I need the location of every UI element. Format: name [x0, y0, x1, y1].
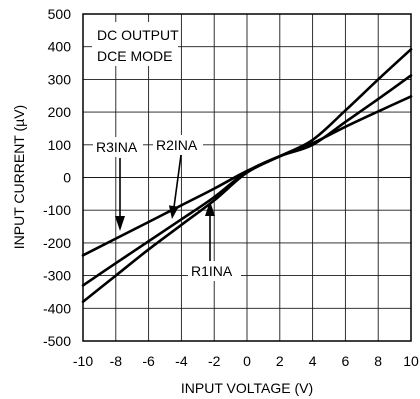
x-tick-label: -10 — [73, 353, 93, 369]
plot-frame — [82, 13, 412, 342]
annotation-line-1: DC OUTPUT — [97, 27, 179, 43]
series-lines — [81, 48, 413, 304]
y-tick-label: 100 — [48, 137, 72, 153]
y-tick-labels: 500 400 300 200 100 0 -100 -200 -300 -400 -500 — [43, 6, 71, 349]
x-tick-label: 4 — [309, 353, 317, 369]
arrow-head — [115, 216, 125, 231]
annotation-background — [92, 22, 178, 66]
series-label-background — [188, 261, 241, 281]
y-tick-label: -100 — [43, 202, 71, 218]
y-tick-label: 0 — [63, 170, 71, 186]
y-tick-label: 400 — [48, 39, 72, 55]
x-tick-labels: -10 -8 -6 -4 -2 0 2 4 6 8 10 — [73, 353, 419, 369]
arrow-head — [205, 201, 215, 216]
series-label-background — [153, 135, 203, 155]
arrow-shaft — [173, 154, 182, 208]
series-label-r3ina-group: R3INA — [93, 137, 143, 231]
y-tick-label: 500 — [48, 6, 72, 22]
x-tick-label: 10 — [403, 353, 419, 369]
series-label-r1ina: R1INA — [191, 263, 233, 279]
y-tick-label: -400 — [43, 300, 71, 316]
series-label-r3ina: R3INA — [96, 139, 138, 155]
x-tick-label: -2 — [208, 353, 221, 369]
series-line-r3ina — [81, 95, 413, 257]
x-tick-label: -8 — [110, 353, 123, 369]
x-tick-label: 2 — [276, 353, 284, 369]
x-tick-label: -6 — [142, 353, 155, 369]
y-axis-title: INPUT CURRENT (µV) — [11, 105, 27, 249]
series-label-r1ina-group: R1INA — [188, 201, 241, 281]
y-tick-label: 300 — [48, 71, 72, 87]
y-tick-label: -200 — [43, 235, 71, 251]
annotation-line-2: DCE MODE — [97, 48, 172, 64]
y-tick-label: -500 — [43, 333, 71, 349]
condition-annotation: DC OUTPUT DCE MODE — [92, 22, 179, 66]
x-tick-label: 6 — [342, 353, 350, 369]
arrow-head — [168, 205, 179, 219]
series-label-background — [93, 137, 143, 157]
x-tick-label: 8 — [374, 353, 382, 369]
series-label-r2ina: R2INA — [156, 137, 198, 153]
y-tick-label: 200 — [48, 104, 72, 120]
x-axis-title: INPUT VOLTAGE (V) — [181, 380, 313, 396]
x-tick-label: -4 — [175, 353, 188, 369]
series-label-r2ina-group: R2INA — [153, 135, 203, 219]
y-tick-label: -300 — [43, 268, 71, 284]
x-tick-label: 0 — [243, 353, 251, 369]
